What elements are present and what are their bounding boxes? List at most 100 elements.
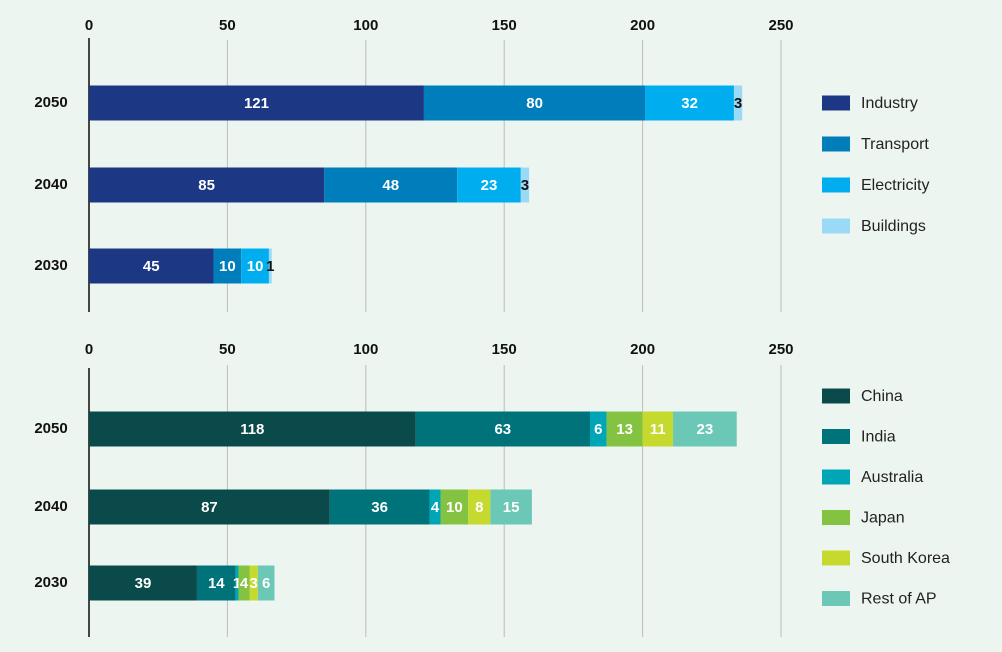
bar-segment-japan-2040 xyxy=(440,489,469,525)
legend-swatch-industry xyxy=(822,95,850,111)
x-tick-label: 0 xyxy=(85,341,93,358)
legend-swatch-south-korea xyxy=(822,550,850,566)
legend-label-india: India xyxy=(861,429,896,446)
data-label-china-2050: 118 xyxy=(240,421,264,438)
y-category-label: 2050 xyxy=(34,94,67,111)
data-label-transport-2040: 48 xyxy=(382,177,399,194)
legend-label-transport: Transport xyxy=(861,136,929,153)
x-tick-label: 250 xyxy=(768,17,793,34)
bar-segment-australia-2050 xyxy=(590,411,607,447)
legend-label-japan: Japan xyxy=(861,510,905,527)
data-label-buildings-2040: 3 xyxy=(521,177,529,194)
bar-segment-south-korea-2050 xyxy=(642,411,674,447)
bar-segment-china-2050 xyxy=(89,411,416,447)
legend-swatch-rest-of-ap xyxy=(822,591,850,606)
bar-segment-india-2050 xyxy=(415,411,591,447)
y-category-label: 2040 xyxy=(34,498,67,515)
bar-segment-rest-of-ap-2030 xyxy=(257,565,275,601)
bar-segment-transport-2030 xyxy=(213,248,242,284)
bar-segment-buildings-2040 xyxy=(520,167,530,203)
legend-swatch-electricity xyxy=(822,177,850,193)
bar-segment-australia-2040 xyxy=(429,489,441,525)
legend-label-industry: Industry xyxy=(861,95,918,112)
data-label-electricity-2040: 23 xyxy=(481,177,498,194)
x-tick-label: 100 xyxy=(353,17,378,34)
data-label-japan-2030: 4 xyxy=(240,575,249,592)
legend-label-south-korea: South Korea xyxy=(861,550,950,567)
bar-segment-industry-2030 xyxy=(89,248,214,284)
legend-swatch-japan xyxy=(822,510,850,525)
bar-segment-china-2040 xyxy=(89,489,330,525)
legend-swatch-india xyxy=(822,429,850,444)
data-label-transport-2030: 10 xyxy=(219,258,236,275)
legend-label-australia: Australia xyxy=(861,469,923,486)
y-category-label: 2030 xyxy=(34,257,67,274)
bar-segment-china-2030 xyxy=(89,565,197,601)
y-category-label: 2050 xyxy=(34,420,67,437)
data-label-australia-2030: 1 xyxy=(233,575,241,592)
bar-segment-rest-of-ap-2040 xyxy=(490,489,532,525)
sector-stacked-bar-chart: 0 50 100 150 200 250 2050 121 80 32 3 2040 85 48 23 3 20… xyxy=(34,17,929,312)
bar-segment-electricity-2030 xyxy=(241,248,269,284)
x-tick-label: 0 xyxy=(85,17,93,34)
data-label-south-korea-2030: 3 xyxy=(250,575,258,592)
bar-segment-india-2030 xyxy=(196,565,236,601)
y-category-label: 2030 xyxy=(34,574,67,591)
data-label-south-korea-2050: 11 xyxy=(650,421,666,438)
data-label-electricity-2050: 32 xyxy=(681,95,698,112)
data-label-rest-of-ap-2040: 15 xyxy=(503,499,520,516)
bar-segment-buildings-2030 xyxy=(268,248,272,284)
x-tick-label: 200 xyxy=(630,341,655,358)
legend-label-electricity: Electricity xyxy=(861,177,929,194)
data-label-industry-2050: 121 xyxy=(244,95,269,112)
bar-segment-japan-2030 xyxy=(238,565,250,601)
legend-label-rest-of-ap: Rest of AP xyxy=(861,591,937,608)
legend-swatch-buildings xyxy=(822,218,850,234)
x-tick-label: 100 xyxy=(353,341,378,358)
bar-segment-japan-2050 xyxy=(606,411,643,447)
data-label-australia-2040: 4 xyxy=(431,499,440,516)
legend-label-china: China xyxy=(861,388,903,405)
data-label-south-korea-2040: 8 xyxy=(475,499,483,516)
data-label-india-2040: 36 xyxy=(371,499,388,516)
bar-segment-rest-of-ap-2050 xyxy=(673,411,737,447)
x-tick-label: 50 xyxy=(219,341,236,358)
legend-swatch-australia xyxy=(822,469,850,485)
data-label-china-2030: 39 xyxy=(135,575,152,592)
legend-swatch-transport xyxy=(822,136,850,152)
data-label-electricity-2030: 10 xyxy=(247,258,264,275)
bar-segment-india-2040 xyxy=(329,489,430,525)
x-tick-label: 250 xyxy=(768,341,793,358)
bar-segment-buildings-2050 xyxy=(733,85,743,121)
data-label-japan-2040: 10 xyxy=(446,499,463,516)
x-tick-label: 150 xyxy=(492,17,517,34)
data-label-india-2030: 14 xyxy=(208,575,225,592)
data-label-india-2050: 63 xyxy=(494,421,511,438)
bar-segment-south-korea-2030 xyxy=(249,565,258,601)
data-label-china-2040: 87 xyxy=(201,499,218,516)
data-label-industry-2030: 45 xyxy=(143,258,160,275)
bar-segment-electricity-2040 xyxy=(457,167,521,203)
x-tick-label: 200 xyxy=(630,17,655,34)
bar-segment-transport-2040 xyxy=(324,167,458,203)
data-label-rest-of-ap-2050: 23 xyxy=(697,421,714,438)
bar-segment-transport-2050 xyxy=(423,85,646,121)
bar-segment-australia-2030 xyxy=(235,565,239,601)
data-label-japan-2050: 13 xyxy=(616,421,633,438)
legend-swatch-china xyxy=(822,388,850,404)
data-label-transport-2050: 80 xyxy=(526,95,543,112)
y-category-label: 2040 xyxy=(34,176,67,193)
data-label-buildings-2030: 1 xyxy=(266,258,274,275)
x-tick-label: 150 xyxy=(492,341,517,358)
bar-segment-industry-2040 xyxy=(89,167,325,203)
bar-segment-south-korea-2040 xyxy=(468,489,491,525)
legend-label-buildings: Buildings xyxy=(861,218,926,235)
data-label-buildings-2050: 3 xyxy=(734,95,742,112)
x-tick-label: 50 xyxy=(219,17,236,34)
data-label-australia-2050: 6 xyxy=(594,421,602,438)
bar-segment-industry-2050 xyxy=(89,85,424,121)
bar-segment-electricity-2050 xyxy=(645,85,734,121)
data-label-rest-of-ap-2030: 6 xyxy=(262,575,270,592)
